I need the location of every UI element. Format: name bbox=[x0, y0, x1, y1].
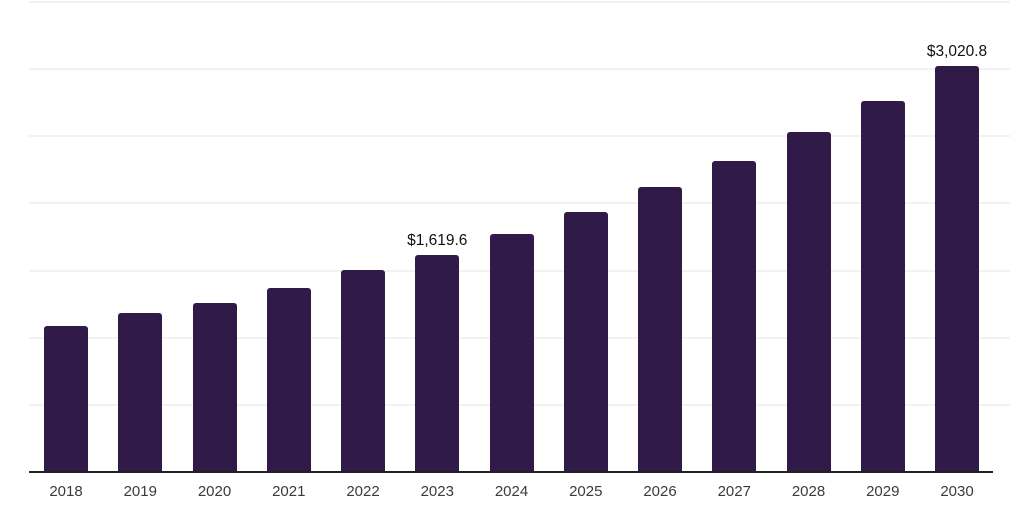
bar-2025 bbox=[563, 212, 608, 472]
x-tick-2029: 2029 bbox=[866, 483, 900, 500]
bar-2024 bbox=[489, 233, 534, 472]
bar-2022 bbox=[341, 270, 385, 472]
bar-2020 bbox=[192, 302, 237, 472]
bar-2026 bbox=[638, 186, 682, 472]
x-axis-line bbox=[29, 471, 993, 473]
x-tick-2026: 2026 bbox=[643, 483, 677, 500]
x-tick-2020: 2020 bbox=[197, 483, 232, 500]
x-tick-2023: 2023 bbox=[420, 483, 454, 500]
x-tick-2030: 2030 bbox=[940, 483, 974, 500]
x-tick-2027: 2027 bbox=[717, 483, 751, 500]
bar-2023 bbox=[415, 254, 460, 472]
gridline-2500 bbox=[29, 135, 1010, 138]
bar-2018 bbox=[44, 325, 88, 472]
bar-2019 bbox=[118, 312, 163, 472]
bar-2029 bbox=[860, 100, 905, 472]
x-tick-2022: 2022 bbox=[346, 483, 380, 500]
bar-2028 bbox=[786, 131, 831, 472]
gridline-2000 bbox=[29, 202, 1010, 205]
bar-2021 bbox=[266, 288, 311, 472]
x-tick-2021: 2021 bbox=[272, 483, 306, 500]
x-tick-2024: 2024 bbox=[494, 483, 529, 500]
gridline-3000 bbox=[29, 68, 1010, 71]
data-label-2030: $3,020.8 bbox=[926, 43, 988, 61]
bar-2030 bbox=[935, 66, 979, 472]
x-tick-2028: 2028 bbox=[791, 483, 826, 500]
x-tick-2018: 2018 bbox=[49, 483, 83, 500]
gridline-3500 bbox=[29, 1, 1010, 3]
bar-2027 bbox=[712, 160, 757, 472]
x-tick-2025: 2025 bbox=[569, 483, 603, 500]
data-label-2023: $1,619.6 bbox=[407, 231, 468, 249]
x-tick-2019: 2019 bbox=[123, 483, 157, 500]
